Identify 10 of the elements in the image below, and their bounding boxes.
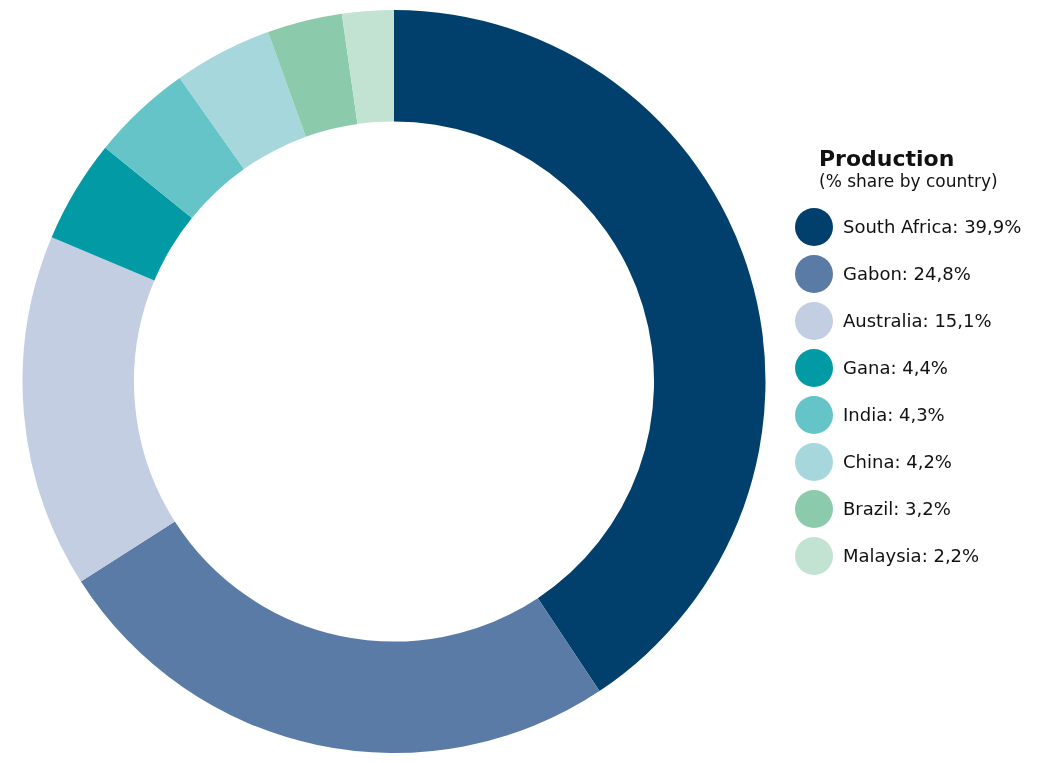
legend-title: Production [819,146,956,171]
legend-label: Gabon: 24,8% [843,263,971,284]
legend-label: Australia: 15,1% [843,310,992,331]
legend-label: Gana: 4,4% [843,357,948,378]
legend-label: India: 4,3% [843,404,945,425]
legend-label: China: 4,2% [843,451,952,472]
legend-label: Brazil: 3,2% [843,498,951,519]
text: (% share by country) [819,171,999,191]
legend-label: Malaysia: 2,2% [843,545,980,566]
legend-label: South Africa: 39,9% [843,216,1022,237]
